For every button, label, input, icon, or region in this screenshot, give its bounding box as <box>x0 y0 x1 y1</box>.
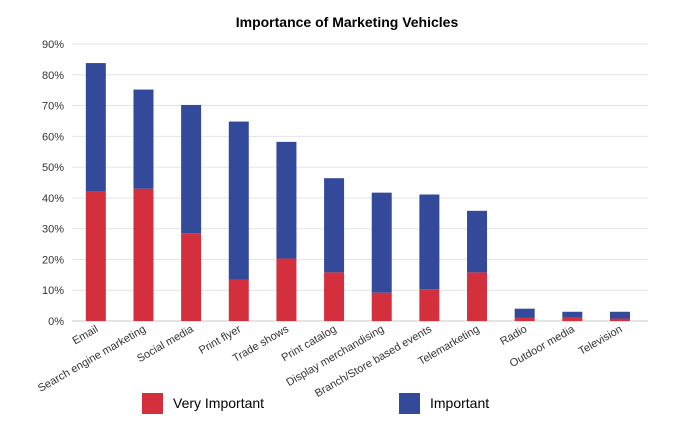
bar-important <box>228 121 249 280</box>
bar-important <box>133 89 154 189</box>
y-tick-label: 70% <box>42 101 64 113</box>
x-tick-label: Email <box>70 323 100 347</box>
bar-very-important <box>514 317 535 321</box>
y-tick-label: 60% <box>42 131 64 143</box>
y-tick-label: 80% <box>42 70 64 82</box>
bar-important <box>419 194 440 290</box>
chart-title: Importance of Marketing Vehicles <box>236 14 459 30</box>
bar-important <box>467 210 488 273</box>
bar-important <box>371 192 392 293</box>
bar-important <box>514 308 535 318</box>
bar-very-important <box>181 233 202 321</box>
bar-very-important <box>228 279 249 321</box>
legend: Very Important Important <box>142 393 489 414</box>
y-tick-label: 20% <box>42 254 64 266</box>
legend-swatch <box>142 393 163 414</box>
x-tick-label: Television <box>577 323 625 358</box>
bar-very-important <box>609 318 630 321</box>
bar-important <box>562 311 583 317</box>
bar-very-important <box>324 272 345 321</box>
bar-very-important <box>562 316 583 321</box>
bars <box>85 63 630 321</box>
legend-label: Important <box>430 395 489 411</box>
bar-important <box>181 104 202 234</box>
y-tick-label: 0% <box>48 316 64 328</box>
y-axis-ticks: 0% 10% 20% 30% 40% 50% 60% 70% 80% 90% <box>42 39 64 328</box>
bar-very-important <box>85 191 106 321</box>
bar-very-important <box>419 289 440 321</box>
bar-very-important <box>276 258 297 321</box>
grid-lines <box>72 43 648 322</box>
bar-very-important <box>371 292 392 321</box>
y-tick-label: 50% <box>42 162 64 174</box>
y-tick-label: 30% <box>42 224 64 236</box>
y-tick-label: 90% <box>42 39 64 51</box>
legend-swatch <box>399 393 420 414</box>
bar-important <box>324 178 345 273</box>
y-tick-label: 10% <box>42 285 64 297</box>
legend-label: Very Important <box>173 395 264 411</box>
y-tick-label: 40% <box>42 193 64 205</box>
bar-very-important <box>133 188 154 321</box>
bar-important <box>85 63 106 192</box>
bar-important <box>276 141 297 259</box>
x-tick-label: Radio <box>498 323 529 348</box>
bar-very-important <box>467 272 488 321</box>
bar-important <box>609 311 630 319</box>
